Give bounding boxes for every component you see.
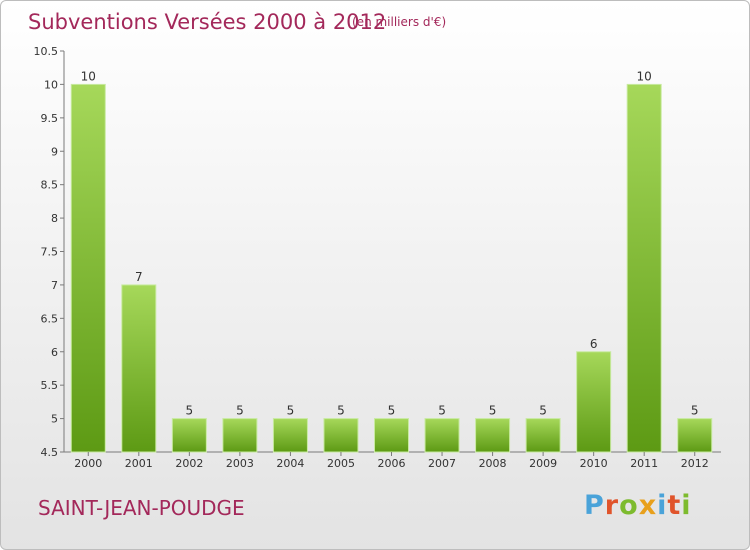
proxiti-logo[interactable]: Proxiti [584,490,692,521]
bar-value-label: 5 [337,404,345,418]
commune-name: SAINT-JEAN-POUDGE [38,496,245,520]
bar-value-label: 10 [81,69,96,83]
x-axis-ticks: 2000 2001 2002 2003 2004 2005 2006 2007 2008 2009… [74,452,709,470]
bar [626,83,662,453]
bar-value-label: 5 [287,404,295,418]
bar [272,418,308,453]
logo-letter: P [584,490,605,521]
x-tick-label: 2004 [276,457,304,470]
chart-title: Subventions Versées 2000 à 2012 [28,10,387,34]
x-tick-label: 2005 [327,457,355,470]
x-tick-label: 2012 [681,457,709,470]
y-tick-label: 5 [51,413,58,426]
logo-letter: i [657,490,668,521]
x-tick-label: 2000 [74,457,102,470]
y-tick-label: 7.5 [41,246,59,259]
bar-value-label: 10 [637,69,652,83]
x-tick-label: 2006 [378,457,406,470]
bar [171,418,207,453]
y-tick-label: 8 [51,212,58,225]
logo-letter: o [619,490,639,521]
x-tick-label: 2007 [428,457,456,470]
bar [424,418,460,453]
logo-letter: t [667,490,682,521]
y-tick-label: 7 [51,279,58,292]
y-tick-label: 10.5 [34,45,59,58]
logo-letter: r [604,490,620,521]
logo-letter: x [638,490,658,521]
x-tick-label: 2001 [125,457,153,470]
y-tick-label: 4.5 [41,446,59,459]
bar-value-label: 5 [489,404,497,418]
bar [70,83,106,453]
y-tick-label: 9 [51,145,58,158]
y-tick-label: 8.5 [41,179,59,192]
bar [121,284,157,453]
y-tick-label: 5.5 [41,379,59,392]
x-tick-label: 2010 [580,457,608,470]
y-tick-label: 10 [44,78,58,91]
logo-letter: i [681,490,692,521]
bar-value-label: 5 [388,404,396,418]
bar [323,418,359,453]
bar [525,418,561,453]
chart-unit: (en milliers d'€) [352,15,447,29]
y-tick-label: 6.5 [41,312,59,325]
bar-value-label: 5 [691,404,699,418]
bar-value-label: 6 [590,337,598,351]
bar [222,418,258,453]
bar-value-label: 5 [186,404,194,418]
y-tick-label: 6 [51,346,58,359]
x-tick-label: 2009 [529,457,557,470]
x-tick-label: 2011 [630,457,658,470]
bar [475,418,511,453]
bar [374,418,409,453]
x-tick-label: 2008 [479,457,507,470]
y-axis-ticks: 4.5 5 5.5 6 6.5 7 7.5 8 8.5 9 9.5 10 10.5 [34,45,64,459]
bar [576,351,612,453]
bar-value-label: 5 [438,404,446,418]
bar-value-label: 5 [236,404,244,418]
x-tick-label: 2002 [175,457,203,470]
x-tick-label: 2003 [226,457,254,470]
bar-value-label: 7 [135,270,143,284]
bars-group: 10 7 5 5 5 5 5 5 5 5 6 10 5 [70,69,713,453]
bar-value-label: 5 [539,404,547,418]
bar [677,418,713,453]
y-tick-label: 9.5 [41,112,59,125]
